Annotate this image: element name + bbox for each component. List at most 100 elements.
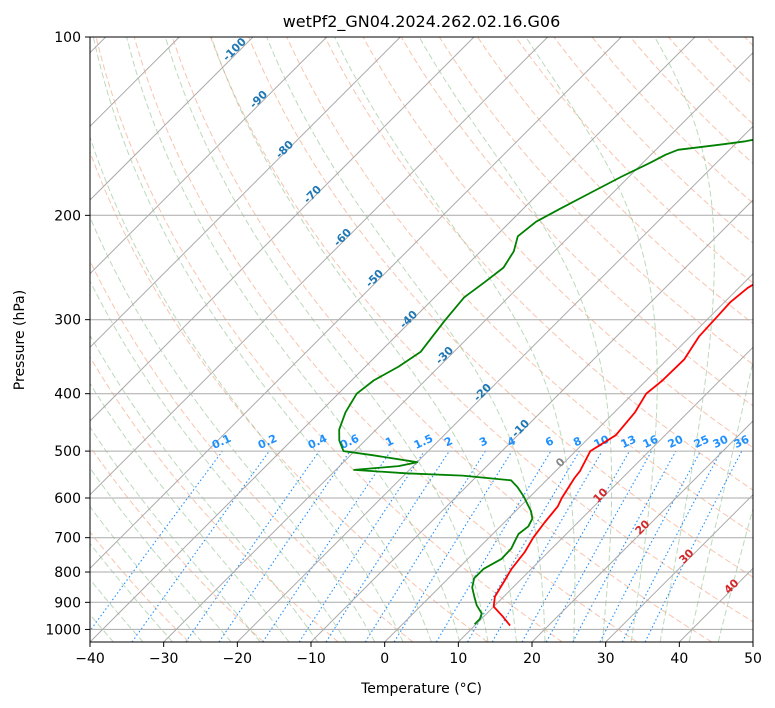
moist-adiabat <box>90 215 376 642</box>
isotherm <box>90 37 475 422</box>
profiles <box>338 138 753 627</box>
x-tick-label: −10 <box>296 651 326 667</box>
moist-adiabat <box>90 426 261 642</box>
dry-adiabat <box>706 37 753 86</box>
mixing-ratio-label: 8 <box>571 434 583 449</box>
moist-adiabat <box>126 37 461 642</box>
dry-adiabat-label: -20 <box>471 381 494 404</box>
moist-adiabat <box>164 37 489 642</box>
isotherm <box>90 37 696 642</box>
x-tick-label: 50 <box>744 651 762 667</box>
mixing-ratio-label: 25 <box>692 433 711 451</box>
y-tick-label: 300 <box>54 313 81 329</box>
chart-title: wetPf2_GN04.2024.262.02.16.G06 <box>283 12 561 32</box>
moist-adiabat <box>90 578 144 642</box>
isotherm <box>236 125 753 642</box>
background-labels: -100-90-80-70-60-50-40-30-20-100.1 0.2 0.4… <box>210 35 752 597</box>
mixing-ratio-line <box>521 450 630 642</box>
moist-adiabat <box>90 467 232 642</box>
mixing-ratio-line <box>644 450 743 642</box>
isotherm <box>457 346 753 642</box>
x-tick-label: −20 <box>223 651 253 667</box>
y-axis-label: Pressure (hPa) <box>12 290 28 390</box>
isotherm <box>678 567 753 642</box>
mixing-ratio-label: 3 <box>477 434 489 449</box>
dry-adiabat-label: -50 <box>363 267 386 290</box>
moist-adiabat-label: 10 <box>591 485 611 505</box>
y-axis: 100 200 300 400 500 600 700 800 900 1000 <box>45 30 90 638</box>
moist-adiabat <box>266 37 546 642</box>
isotherm <box>310 199 753 642</box>
moist-adiabat <box>418 37 613 642</box>
y-tick-label: 800 <box>54 565 81 581</box>
isotherm <box>384 272 753 642</box>
mixing-ratio-line <box>545 450 653 642</box>
isotherm <box>90 37 254 201</box>
moist-adiabat <box>688 358 753 642</box>
moist-adiabat <box>654 37 715 642</box>
dry-adiabat-label: -80 <box>273 138 296 161</box>
moist-adiabat-label: 20 <box>633 517 653 537</box>
mixing-ratio-label: 0.6 <box>338 432 361 452</box>
moist-adiabat-label: 30 <box>677 546 697 566</box>
moist-adiabat-label: 40 <box>722 576 742 596</box>
y-tick-label: 400 <box>54 387 81 403</box>
dry-adiabat <box>90 150 488 642</box>
mixing-ratio-line <box>185 450 320 642</box>
y-tick-label: 200 <box>54 208 81 224</box>
mixing-ratio-line <box>599 450 701 642</box>
mixing-ratio-label: 30 <box>711 433 731 451</box>
dry-adiabat <box>90 259 414 642</box>
mixing-ratio-line <box>393 450 513 642</box>
mixing-ratio-line <box>218 450 351 642</box>
dry-adiabat <box>744 37 753 47</box>
x-tick-label: 30 <box>597 651 615 667</box>
dry-adiabat <box>95 37 563 642</box>
y-tick-label: 1000 <box>45 622 81 638</box>
isotherm <box>90 37 549 496</box>
dry-adiabat-label: -90 <box>247 88 270 111</box>
x-axis: −40 −30 −20 −10 0 10 20 30 40 50 <box>75 642 762 667</box>
isotherm <box>752 641 753 642</box>
moist-adiabat <box>210 37 517 642</box>
isotherm <box>90 37 328 275</box>
moist-adiabat <box>90 542 173 642</box>
dry-adiabat <box>477 37 753 325</box>
dry-adiabat <box>438 37 753 366</box>
x-tick-label: 0 <box>380 651 389 667</box>
mixing-ratio-line <box>131 450 270 642</box>
plot-frame <box>89 36 754 643</box>
dry-adiabat <box>248 37 753 578</box>
x-tick-label: 40 <box>670 651 688 667</box>
x-tick-label: −40 <box>75 651 105 667</box>
mixing-ratio-line <box>435 450 552 642</box>
mixing-ratio-line <box>90 450 223 632</box>
mixing-ratio-label: 0.1 <box>210 432 233 452</box>
dry-adiabat-label: -100 <box>220 35 249 64</box>
x-tick-label: 10 <box>449 651 467 667</box>
x-tick-label: −30 <box>149 651 179 667</box>
dry-adiabat <box>90 445 264 642</box>
x-tick-label: 20 <box>523 651 541 667</box>
dry-adiabat-label: -70 <box>301 183 324 206</box>
moist-adiabat <box>90 382 290 642</box>
mixing-ratio-line <box>298 450 425 642</box>
moist-adiabat <box>90 505 203 642</box>
moist-adiabat <box>90 334 319 642</box>
dry-adiabat-label: -40 <box>397 308 420 331</box>
y-tick-label: 500 <box>54 444 81 460</box>
mixing-ratio-line <box>325 450 450 642</box>
moist-adiabat <box>334 37 576 642</box>
isotherm <box>163 51 753 642</box>
dry-adiabat <box>210 37 753 623</box>
background-lines <box>90 37 753 642</box>
dry-adiabat <box>515 37 753 284</box>
dewpoint-profile-line <box>338 138 753 625</box>
mixing-ratio-label: 36 <box>732 433 752 451</box>
temperature-profile-line <box>492 283 753 627</box>
dry-adiabat <box>400 37 753 407</box>
moist-adiabat <box>92 37 432 642</box>
dry-adiabat-label: -60 <box>331 226 354 249</box>
moist-adiabat <box>525 37 658 642</box>
